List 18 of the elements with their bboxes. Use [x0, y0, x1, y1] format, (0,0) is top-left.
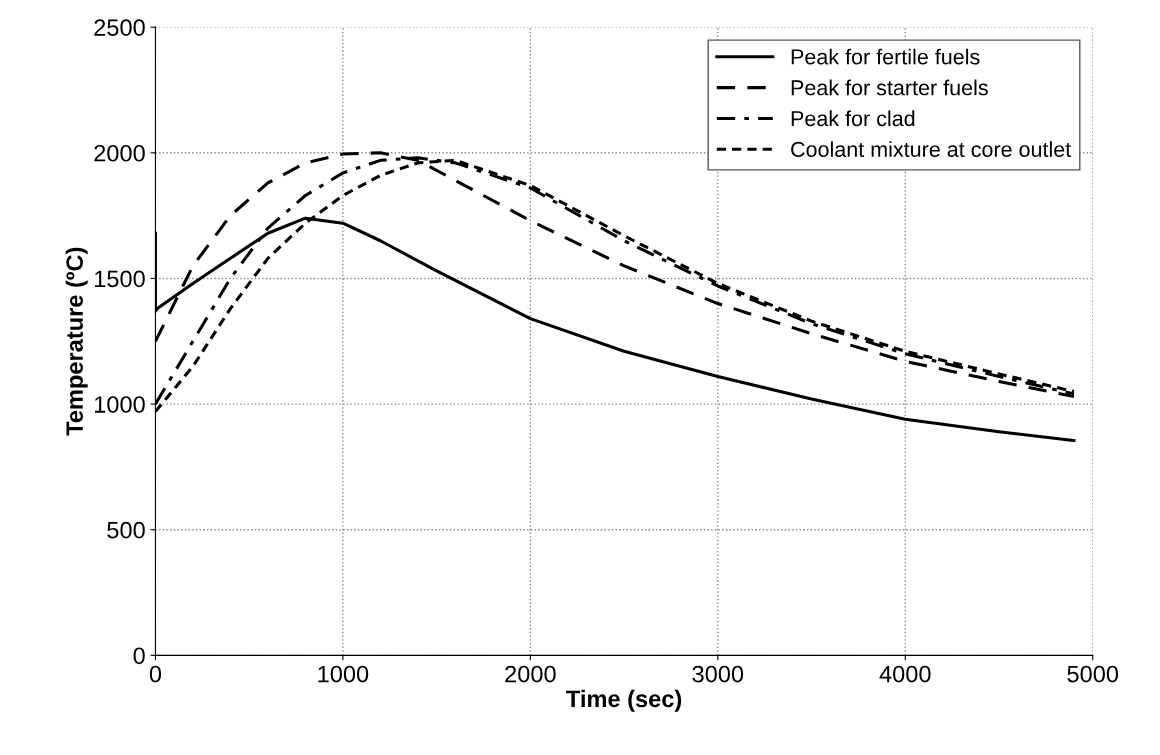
legend-label: Peak for starter fuels [791, 79, 988, 96]
legend-label: Peak for fertile fuels [791, 48, 980, 65]
legend-label: Coolant mixture at core outlet [791, 141, 1072, 158]
y-tick-label: 500 [107, 521, 145, 539]
y-axis-title: Temperature (ºC) [65, 247, 88, 436]
y-tick-label: 2500 [94, 19, 145, 36]
y-tick-label: 1000 [95, 396, 145, 413]
x-tick-label: 4000 [879, 665, 931, 683]
y-tick-label: 0 [133, 647, 145, 665]
x-axis-title: Time (sec) [566, 689, 682, 712]
x-tick-label: 0 [149, 665, 162, 683]
y-tick-label: 1500 [95, 270, 145, 288]
x-tick-label: 1000 [318, 665, 369, 683]
x-tick-label: 2000 [505, 665, 556, 683]
x-tick-label: 5000 [1067, 665, 1119, 683]
legend-label: Peak for clad [791, 110, 915, 127]
y-tick-label: 2000 [94, 144, 145, 162]
x-tick-label: 3000 [692, 665, 744, 683]
